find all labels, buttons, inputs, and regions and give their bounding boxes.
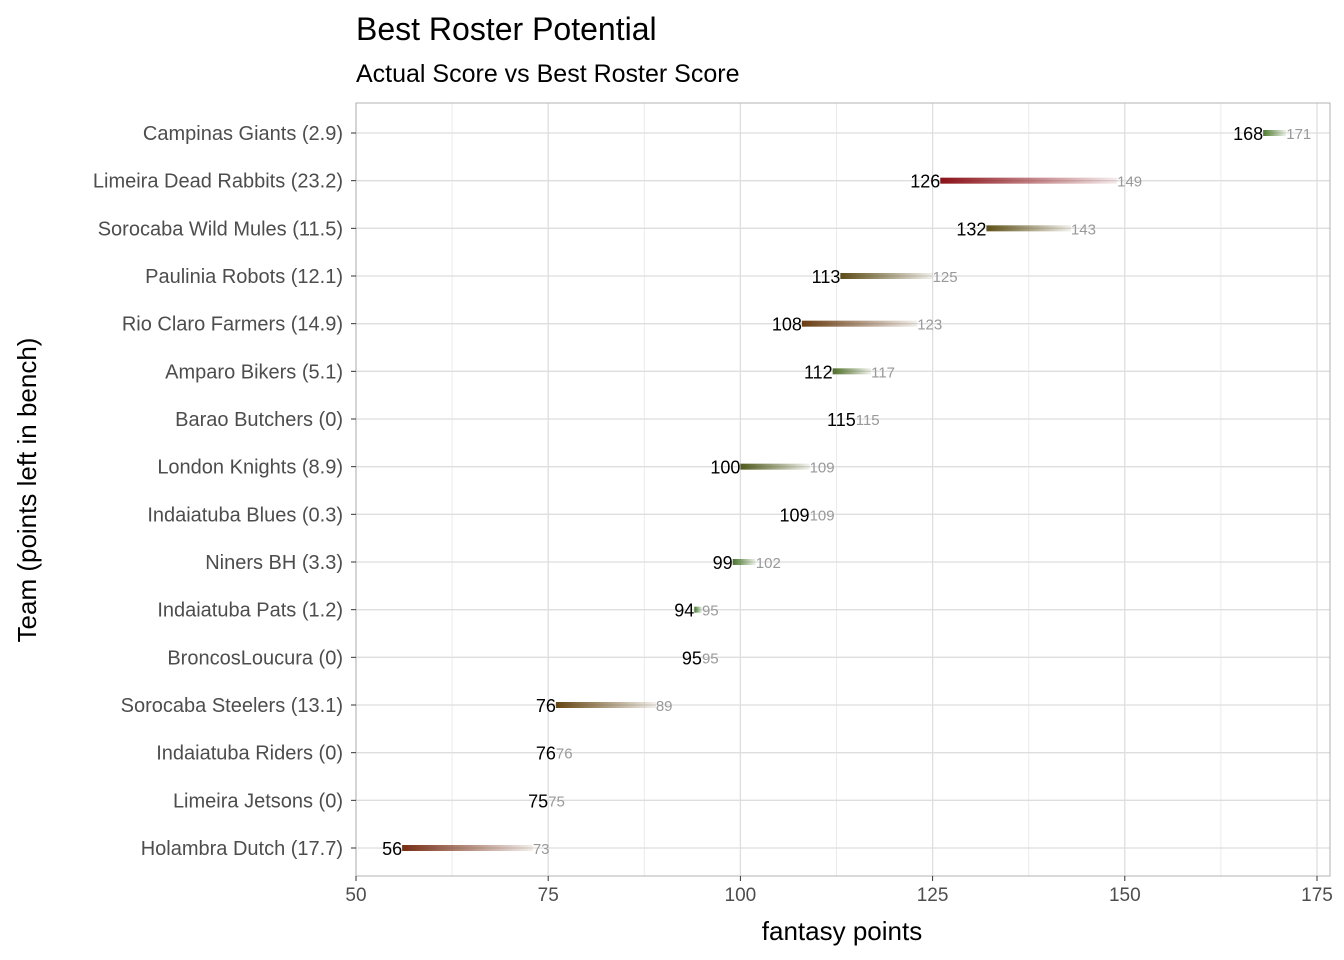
x-tick-label: 150 — [1109, 885, 1141, 906]
x-tick-label: 100 — [725, 885, 757, 906]
actual-score-label: 75 — [528, 791, 548, 811]
best-score-label: 143 — [1071, 221, 1096, 238]
y-tick-label: Niners BH (3.3) — [205, 552, 343, 574]
plot-border — [355, 102, 1331, 877]
potential-segment — [986, 225, 1071, 232]
potential-segment — [940, 177, 1118, 184]
chart-subtitle: Actual Score vs Best Roster Score — [356, 60, 739, 88]
grid — [355, 103, 1330, 876]
x-tick-label: 125 — [917, 885, 949, 906]
best-score-label: 75 — [548, 793, 565, 810]
y-tick-label: Campinas Giants (2.9) — [143, 123, 343, 145]
y-tick-label: Indaiatuba Pats (1.2) — [157, 600, 343, 622]
potential-segment — [694, 606, 702, 613]
actual-score-label: 56 — [382, 839, 402, 859]
actual-score-label: 126 — [910, 172, 940, 192]
chart-title: Best Roster Potential — [356, 11, 657, 47]
best-score-label: 115 — [856, 412, 880, 429]
potential-segment — [555, 702, 656, 708]
best-score-label: 95 — [702, 650, 719, 667]
actual-score-label: 95 — [682, 648, 702, 668]
actual-score-label: 132 — [956, 219, 986, 239]
potential-segment — [801, 320, 918, 327]
y-ticks: Campinas Giants (2.9) Limeira Dead Rabbit… — [93, 123, 356, 860]
actual-score-label: 115 — [827, 410, 856, 430]
best-score-label: 109 — [810, 507, 835, 524]
actual-score-label: 76 — [536, 696, 556, 716]
y-tick-label: Barao Butchers (0) — [175, 409, 343, 431]
best-score-label: 89 — [656, 698, 673, 715]
y-axis-label: Team (points left in bench) — [12, 338, 42, 643]
y-tick-label: Sorocaba Wild Mules (11.5) — [98, 218, 343, 240]
best-score-label: 117 — [871, 364, 895, 381]
potential-segment — [740, 463, 810, 470]
best-score-label: 123 — [917, 317, 942, 334]
potential-segment — [840, 273, 933, 279]
y-tick-label: Paulinia Robots (12.1) — [145, 266, 343, 288]
best-score-label: 125 — [933, 269, 958, 286]
y-tick-label: Sorocaba Steelers (13.1) — [121, 695, 343, 717]
actual-score-label: 76 — [536, 744, 556, 764]
actual-score-label: 112 — [804, 362, 833, 382]
y-tick-label: Indaiatuba Riders (0) — [156, 743, 343, 765]
potential-segment — [1263, 130, 1287, 136]
best-score-label: 109 — [810, 460, 835, 477]
y-tick-label: Limeira Dead Rabbits (23.2) — [93, 171, 343, 193]
x-tick-label: 175 — [1301, 885, 1333, 906]
best-score-label: 76 — [556, 746, 573, 763]
best-score-label: 102 — [756, 555, 781, 572]
best-score-label: 149 — [1117, 174, 1142, 191]
best-score-label: 73 — [533, 841, 550, 858]
y-tick-label: Limeira Jetsons (0) — [173, 790, 343, 812]
x-ticks: 50 75 100 125 150 175 — [345, 876, 1333, 906]
y-tick-label: Indaiatuba Blues (0.3) — [147, 504, 343, 526]
actual-score-label: 100 — [710, 458, 740, 478]
best-score-label: 171 — [1286, 126, 1311, 143]
y-tick-label: London Knights (8.9) — [157, 457, 343, 479]
y-tick-label: Rio Claro Farmers (14.9) — [122, 314, 343, 336]
potential-segment — [832, 368, 872, 375]
actual-score-label: 108 — [772, 315, 802, 335]
y-tick-label: Holambra Dutch (17.7) — [141, 838, 343, 860]
x-tick-label: 75 — [538, 885, 559, 906]
actual-score-label: 109 — [780, 505, 810, 525]
actual-score-label: 168 — [1233, 124, 1263, 144]
potential-segment — [402, 845, 533, 851]
actual-score-label: 113 — [812, 267, 841, 287]
y-tick-label: Amparo Bikers (5.1) — [165, 361, 343, 383]
y-tick-label: BroncosLoucura (0) — [167, 647, 343, 669]
x-axis-label: fantasy points — [762, 916, 922, 946]
actual-score-label: 94 — [674, 601, 694, 621]
best-score-label: 95 — [702, 603, 719, 620]
actual-score-label: 99 — [713, 553, 733, 573]
x-tick-label: 50 — [345, 885, 366, 906]
potential-segment — [732, 559, 756, 565]
